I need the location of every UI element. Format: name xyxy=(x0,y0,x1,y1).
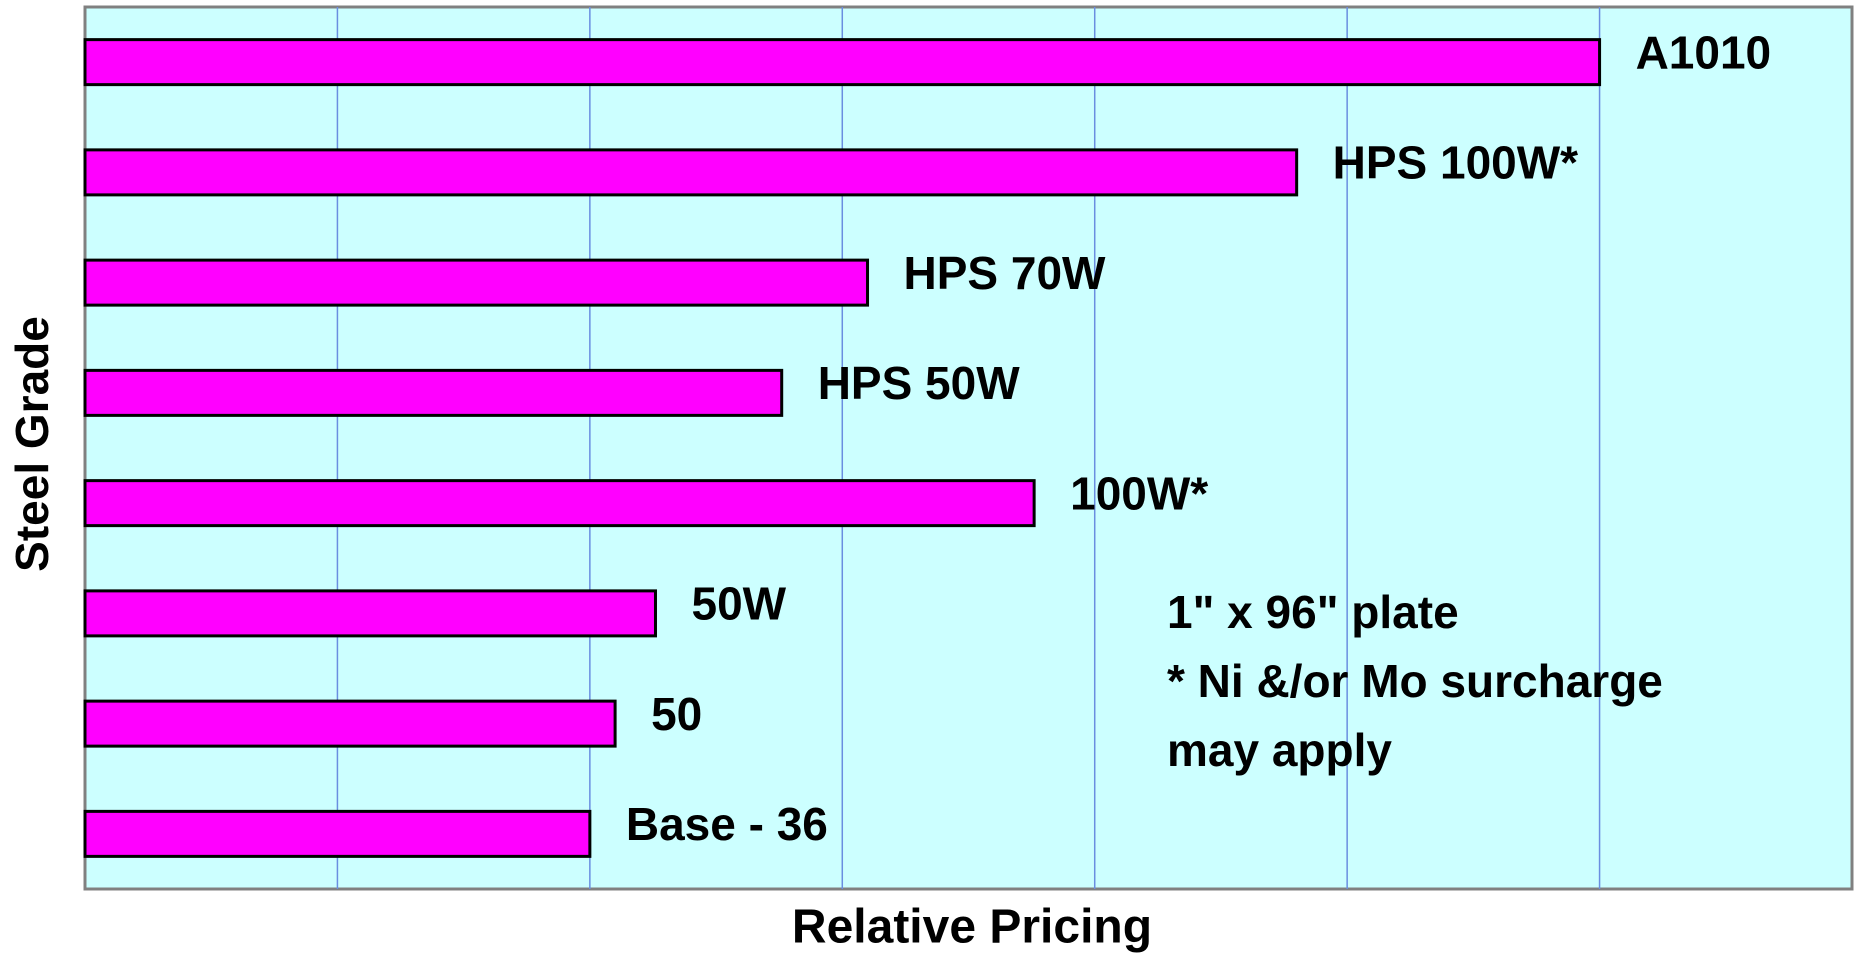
bar-label: A1010 xyxy=(1636,26,1772,78)
bar xyxy=(83,38,1602,87)
bar-label: Base - 36 xyxy=(626,798,828,850)
y-axis-title: Steel Grade xyxy=(6,316,58,572)
bars: A1010 HPS 100W* HPS 70W HPS 50W 100W* 50W 50 Ba… xyxy=(83,26,1772,858)
bar-label: 50W xyxy=(691,578,786,630)
bar-label: HPS 50W xyxy=(818,357,1021,409)
bar-label: 50 xyxy=(651,688,702,740)
bar xyxy=(83,368,784,417)
bar-label: HPS 70W xyxy=(904,247,1107,299)
x-axis-title: Relative Pricing xyxy=(792,901,1152,954)
bar xyxy=(83,809,592,858)
annotation: 1" x 96" plate xyxy=(1167,586,1459,638)
bar xyxy=(83,479,1036,528)
annotation: may apply xyxy=(1167,724,1392,776)
bar xyxy=(83,589,657,638)
annotation: * Ni &/or Mo surcharge xyxy=(1167,655,1663,707)
bar-label: HPS 100W* xyxy=(1333,137,1579,189)
bar-label: 100W* xyxy=(1070,467,1208,519)
bar xyxy=(83,148,1299,197)
bar xyxy=(83,699,617,748)
plot-area xyxy=(83,5,1854,891)
bar xyxy=(83,258,870,307)
